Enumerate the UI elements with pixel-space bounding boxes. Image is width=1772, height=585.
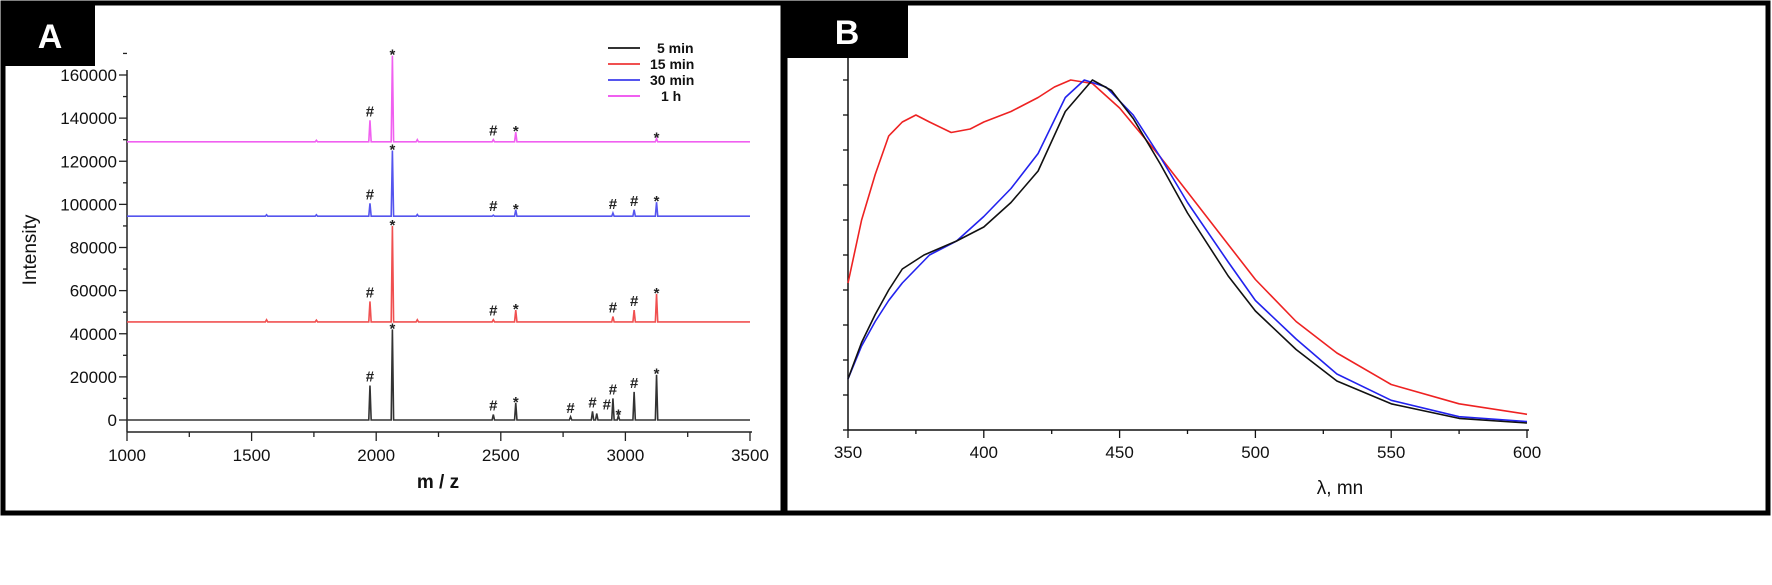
y-tick-label-a: 140000 [60, 109, 117, 128]
peak-marker: # [366, 186, 375, 203]
spectrum-line [127, 225, 750, 323]
x-tick-label-b: 600 [1513, 443, 1541, 462]
series-30-min: # * # * # # * [127, 141, 750, 218]
panel-b-label-box [786, 4, 908, 58]
plot-a: 1000 1500 2000 2500 3000 3500 0 20000 40000 60000… [60, 47, 769, 465]
panel-b-label: B [835, 14, 860, 52]
peak-marker: # [603, 397, 612, 414]
peak-marker: * [513, 301, 519, 318]
legend-label: 15 min [650, 56, 694, 72]
spectrum-line-red [847, 79, 1528, 416]
peak-marker: # [489, 198, 498, 215]
series-1-h: # * # * * [127, 47, 750, 147]
y-tick-label-a: 80000 [70, 239, 117, 258]
peak-marker: * [616, 407, 622, 424]
series-15-min: # * # * # # * [127, 217, 750, 323]
spectrum-line [127, 55, 750, 143]
peak-marker: # [630, 375, 639, 392]
peak-marker: # [489, 303, 498, 320]
plot-b: 350 400 450 500 550 600 [834, 58, 1541, 462]
peak-marker: * [654, 130, 660, 147]
peak-marker: # [489, 398, 498, 415]
peak-marker: * [513, 123, 519, 140]
legend-label: 30 min [650, 72, 694, 88]
peak-marker: # [630, 193, 639, 210]
panel-b: B 350 400 450 500 550 600 λ, mn [782, 0, 1771, 516]
peak-marker: # [366, 284, 375, 301]
series-5-min: #*# * # # ##*#* [127, 320, 750, 424]
peak-marker: * [654, 366, 660, 383]
peak-marker: * [654, 193, 660, 210]
peak-marker: # [588, 394, 597, 411]
x-tick-label-a: 3500 [731, 446, 769, 465]
x-tick-label-b: 500 [1241, 443, 1269, 462]
peak-marker: # [609, 196, 618, 213]
panel-b-frame [782, 0, 1771, 516]
x-tick-label-b: 450 [1105, 443, 1133, 462]
x-axis-label-a: m / z [417, 472, 459, 493]
spectrum-line [127, 150, 750, 218]
peak-marker: # [609, 300, 618, 317]
legend-label: 5 min [657, 40, 694, 56]
x-axis-label-b: λ, mn [1317, 478, 1363, 499]
y-tick-label-a: 60000 [70, 282, 117, 301]
peak-marker: * [654, 285, 660, 302]
peak-marker: * [513, 201, 519, 218]
peak-marker: * [389, 320, 395, 337]
legend-label: 1 h [661, 88, 681, 104]
y-axis-label-a: Intensity [20, 214, 41, 285]
peak-marker: * [389, 217, 395, 234]
panel-a: A 1000 1500 2000 2500 3000 3500 0 20000 40000 600… [0, 0, 786, 516]
spectrum-line-blue [847, 79, 1528, 423]
x-tick-label-a: 3000 [606, 446, 644, 465]
x-tick-label-b: 350 [834, 443, 862, 462]
x-tick-label-a: 2500 [482, 446, 520, 465]
peak-marker: # [609, 381, 618, 398]
panel-a-label: A [38, 18, 63, 56]
y-tick-label-a: 160000 [60, 66, 117, 85]
x-tick-label-a: 1500 [233, 446, 271, 465]
peak-marker: * [389, 47, 395, 64]
x-tick-label-b: 400 [970, 443, 998, 462]
x-tick-label-a: 2000 [357, 446, 395, 465]
y-tick-label-a: 0 [108, 411, 117, 430]
peak-marker: * [389, 141, 395, 158]
peak-marker: # [489, 123, 498, 140]
spectrum-line-black [847, 79, 1528, 424]
peak-marker: # [366, 103, 375, 120]
spectrum-line [127, 329, 750, 421]
panel-a-label-box [4, 4, 95, 66]
x-tick-label-a: 1000 [108, 446, 146, 465]
y-tick-label-a: 100000 [60, 195, 117, 214]
peak-marker: # [630, 293, 639, 310]
y-tick-label-a: 120000 [60, 152, 117, 171]
peak-marker: # [366, 369, 375, 386]
y-tick-label-a: 20000 [70, 368, 117, 387]
x-tick-label-b: 550 [1377, 443, 1405, 462]
peak-marker: * [513, 394, 519, 411]
peak-marker: # [566, 400, 575, 417]
y-tick-label-a: 40000 [70, 325, 117, 344]
